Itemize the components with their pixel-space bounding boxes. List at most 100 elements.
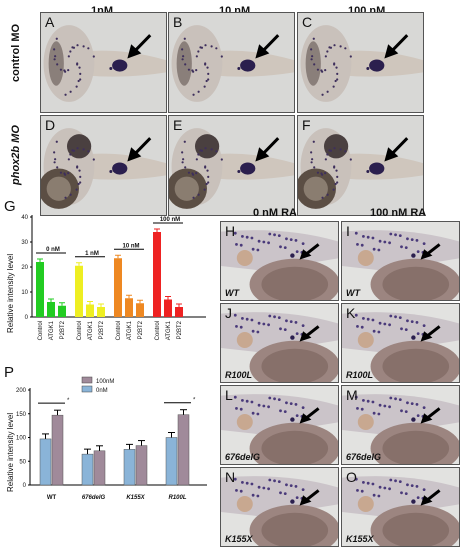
chart-g-group-label: 1 nM <box>85 251 99 257</box>
image-panel-o: O K155X <box>341 467 460 547</box>
image-panel-f: F <box>297 115 424 216</box>
image-panel-e: E <box>168 115 295 216</box>
panel-letter-o: O <box>346 469 357 485</box>
chart-g-y-tick: 40 <box>21 215 28 221</box>
chart-p-bar <box>93 450 106 486</box>
chart-g-bar <box>153 232 161 317</box>
chart-g-x-tick: P2BT2 <box>60 320 66 339</box>
larva-image-a <box>41 13 166 112</box>
image-panel-i: I WT <box>341 221 460 301</box>
image-panel-m: M 676delG <box>341 385 460 465</box>
chart-g-bar <box>97 307 105 317</box>
larva-image-e <box>169 116 294 215</box>
image-panel-d: D <box>40 115 167 216</box>
chart-g-group-label: 100 nM <box>160 217 180 223</box>
genotype-label: 676delG <box>346 452 382 462</box>
larva-image-k <box>342 304 459 382</box>
col-header-100nm-ra: 100 nM RA <box>370 207 427 219</box>
chart-g-y-tick: 20 <box>21 265 28 271</box>
chart-p-x-tick: WT <box>47 495 57 501</box>
chart-g-y-tick: 10 <box>21 290 28 296</box>
genotype-label: K155X <box>225 534 253 544</box>
panel-letter-j: J <box>225 305 232 321</box>
genotype-label: R100L <box>346 370 374 380</box>
chart-g-bar <box>86 304 94 317</box>
image-panel-c: C <box>297 12 424 113</box>
image-panel-b: B <box>168 12 295 113</box>
chart-g-bar <box>136 303 144 317</box>
chart-g-x-tick: ATGK1 <box>127 320 133 340</box>
larva-image-i <box>342 222 459 300</box>
chart-g-x-tick: Control <box>38 321 44 340</box>
image-panel-h: H WT <box>220 221 339 301</box>
larva-image-j <box>221 304 338 382</box>
chart-g-bar <box>125 298 133 317</box>
chart-g-y-tick: 30 <box>21 240 28 246</box>
chart-g-bar <box>175 307 183 317</box>
genotype-label: R100L <box>225 370 253 380</box>
panel-letter-i: I <box>346 223 350 239</box>
chart-p-legend-label: 100nM <box>96 379 114 385</box>
row-label-control-mo: control MO <box>10 23 22 82</box>
chart-g-bar <box>164 299 172 317</box>
chart-p-y-tick: 50 <box>19 459 26 465</box>
chart-p-legend-swatch <box>81 376 93 384</box>
chart-p: 0 50 100 150 200 100nM 0nM WT * 676delG K155X R100L… <box>16 376 207 501</box>
chart-g-x-tick: P2BT2 <box>99 320 105 339</box>
chart-p-y-tick: 100 <box>16 436 27 442</box>
chart-p-y-tick: 150 <box>16 412 27 418</box>
panel-letter-f: F <box>302 117 311 133</box>
chart-p-bar <box>51 414 64 486</box>
panel-letter-k: K <box>346 305 356 321</box>
chart-p-y-tick: 0 <box>23 483 27 489</box>
chart-p-legend-label: 0nM <box>96 388 108 394</box>
chart-g-bar <box>47 302 55 317</box>
chart-p-bar <box>165 437 178 486</box>
larva-image-h <box>221 222 338 300</box>
panel-letter-p: P <box>4 364 15 381</box>
genotype-label: K155X <box>346 534 374 544</box>
chart-p-y-tick: 200 <box>16 388 27 394</box>
chart-p-bar <box>81 453 94 486</box>
chart-g-x-tick: P2BT2 <box>177 320 183 339</box>
larva-image-m <box>342 386 459 464</box>
image-panel-a: A <box>40 12 167 113</box>
chart-p-x-tick: K155X <box>126 495 145 501</box>
larva-image-c <box>298 13 423 112</box>
larva-image-b <box>169 13 294 112</box>
chart-g-x-tick: ATGK1 <box>166 320 172 340</box>
chart-p-bar <box>39 438 52 486</box>
genotype-label: 676delG <box>225 452 261 462</box>
larva-image-l <box>221 386 338 464</box>
panel-letter-b: B <box>173 14 183 30</box>
panel-letter-c: C <box>302 14 313 30</box>
chart-g-x-tick: ATGK1 <box>49 320 55 340</box>
image-panel-j: J R100L <box>220 303 339 383</box>
chart-g-x-tick: Control <box>155 321 161 340</box>
larva-image-n <box>221 468 338 546</box>
panel-letter-e: E <box>173 117 183 133</box>
panel-letter-a: A <box>45 14 55 30</box>
chart-g-x-tick: Control <box>77 321 83 340</box>
row-label-phox2b-mo: phox2b MO <box>10 125 22 185</box>
chart-p-significance-star: * <box>193 398 196 404</box>
chart-p-legend-swatch <box>81 385 93 393</box>
panel-letter-m: M <box>346 387 358 403</box>
chart-p-x-tick: R100L <box>168 495 186 501</box>
image-panel-k: K R100L <box>341 303 460 383</box>
larva-image-f <box>298 116 423 215</box>
chart-g-bar <box>36 262 44 317</box>
panel-letter-l: L <box>225 387 233 403</box>
chart-g-group-label: 10 nM <box>122 243 139 249</box>
genotype-label: WT <box>225 288 239 298</box>
larva-image-d <box>41 116 166 215</box>
chart-p-x-tick: 676delG <box>82 495 106 501</box>
chart-p-bar <box>135 445 148 486</box>
chart-g-bar <box>75 265 83 317</box>
panel-letter-h: H <box>225 223 236 239</box>
chart-g-y-tick: 0 <box>25 315 29 321</box>
chart-g-group-label: 0 nM <box>46 247 60 253</box>
chart-p-bar <box>123 449 136 486</box>
panel-letter-n: N <box>225 469 236 485</box>
chart-g-x-tick: Control <box>116 321 122 340</box>
